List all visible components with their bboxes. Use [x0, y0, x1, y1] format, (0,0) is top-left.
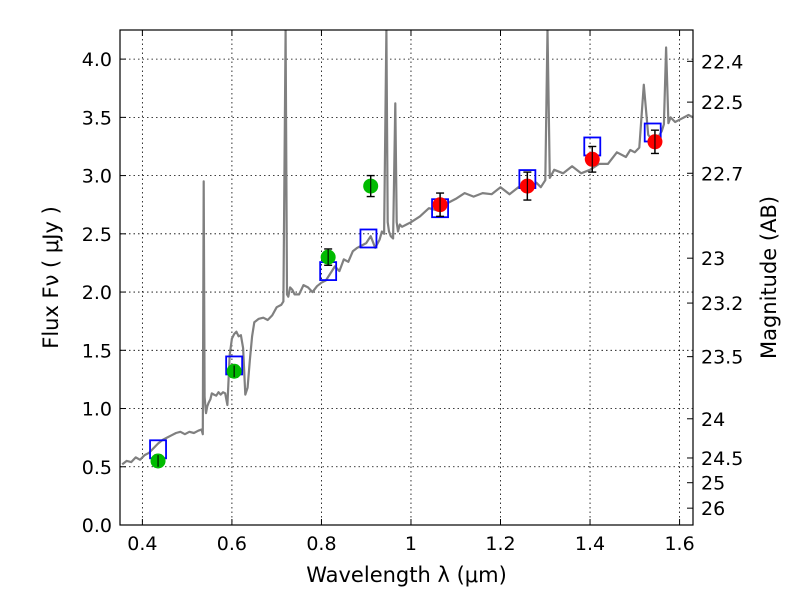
y-tick-label: 0.0 — [82, 515, 112, 537]
y-tick-label: 1.5 — [82, 340, 112, 362]
y-tick-label: 1.0 — [82, 399, 112, 421]
x-axis-title: Wavelength λ (μm) — [306, 563, 507, 587]
magnitude-tick-label: 22.5 — [701, 92, 743, 114]
y-tick-label: 2.0 — [82, 282, 112, 304]
magnitude-tick-label: 25 — [701, 473, 725, 495]
magnitude-tick-label: 23.5 — [701, 347, 743, 369]
model-band-flux-square — [359, 228, 378, 249]
magnitude-tick-label: 22.7 — [701, 163, 743, 185]
x-tick-label: 0.8 — [306, 533, 336, 555]
y-tick-label: 2.5 — [82, 224, 112, 246]
y-tick-label: 3.0 — [82, 166, 112, 188]
x-tick-label: 1 — [405, 533, 417, 555]
magnitude-tick-label: 26 — [701, 498, 725, 520]
magnitude-tick-label: 24.5 — [701, 448, 743, 470]
y-tick-label: 0.5 — [82, 457, 112, 479]
grid-lines — [120, 30, 693, 526]
plot-data — [121, 30, 693, 469]
magnitude-tick-label: 23.2 — [701, 293, 743, 315]
x-tick-label: 1.4 — [575, 533, 605, 555]
x-tick-label: 1.6 — [664, 533, 694, 555]
x-tick-label: 0.4 — [127, 533, 157, 555]
magnitude-tick-label: 22.4 — [701, 51, 743, 73]
plot-frame — [119, 29, 694, 526]
x-tick-label: 1.2 — [485, 533, 515, 555]
y-tick-label: 4.0 — [82, 49, 112, 71]
magnitude-tick-label: 23 — [701, 248, 725, 270]
magnitude-axis-title: Magnitude (AB) — [757, 196, 781, 359]
axes: 0.4 0.6 0.8 1 1.2 1.4 1.6 0.0 0.5 1.0 1.5 2.0 2.5 3.0… — [82, 30, 743, 555]
magnitude-tick-label: 24 — [701, 409, 725, 431]
x-tick-label: 0.6 — [217, 533, 247, 555]
y-axis-title: Flux Fν ( μJy ) — [39, 206, 63, 349]
y-tick-label: 3.5 — [82, 107, 112, 129]
model-spectrum-line — [121, 30, 693, 466]
